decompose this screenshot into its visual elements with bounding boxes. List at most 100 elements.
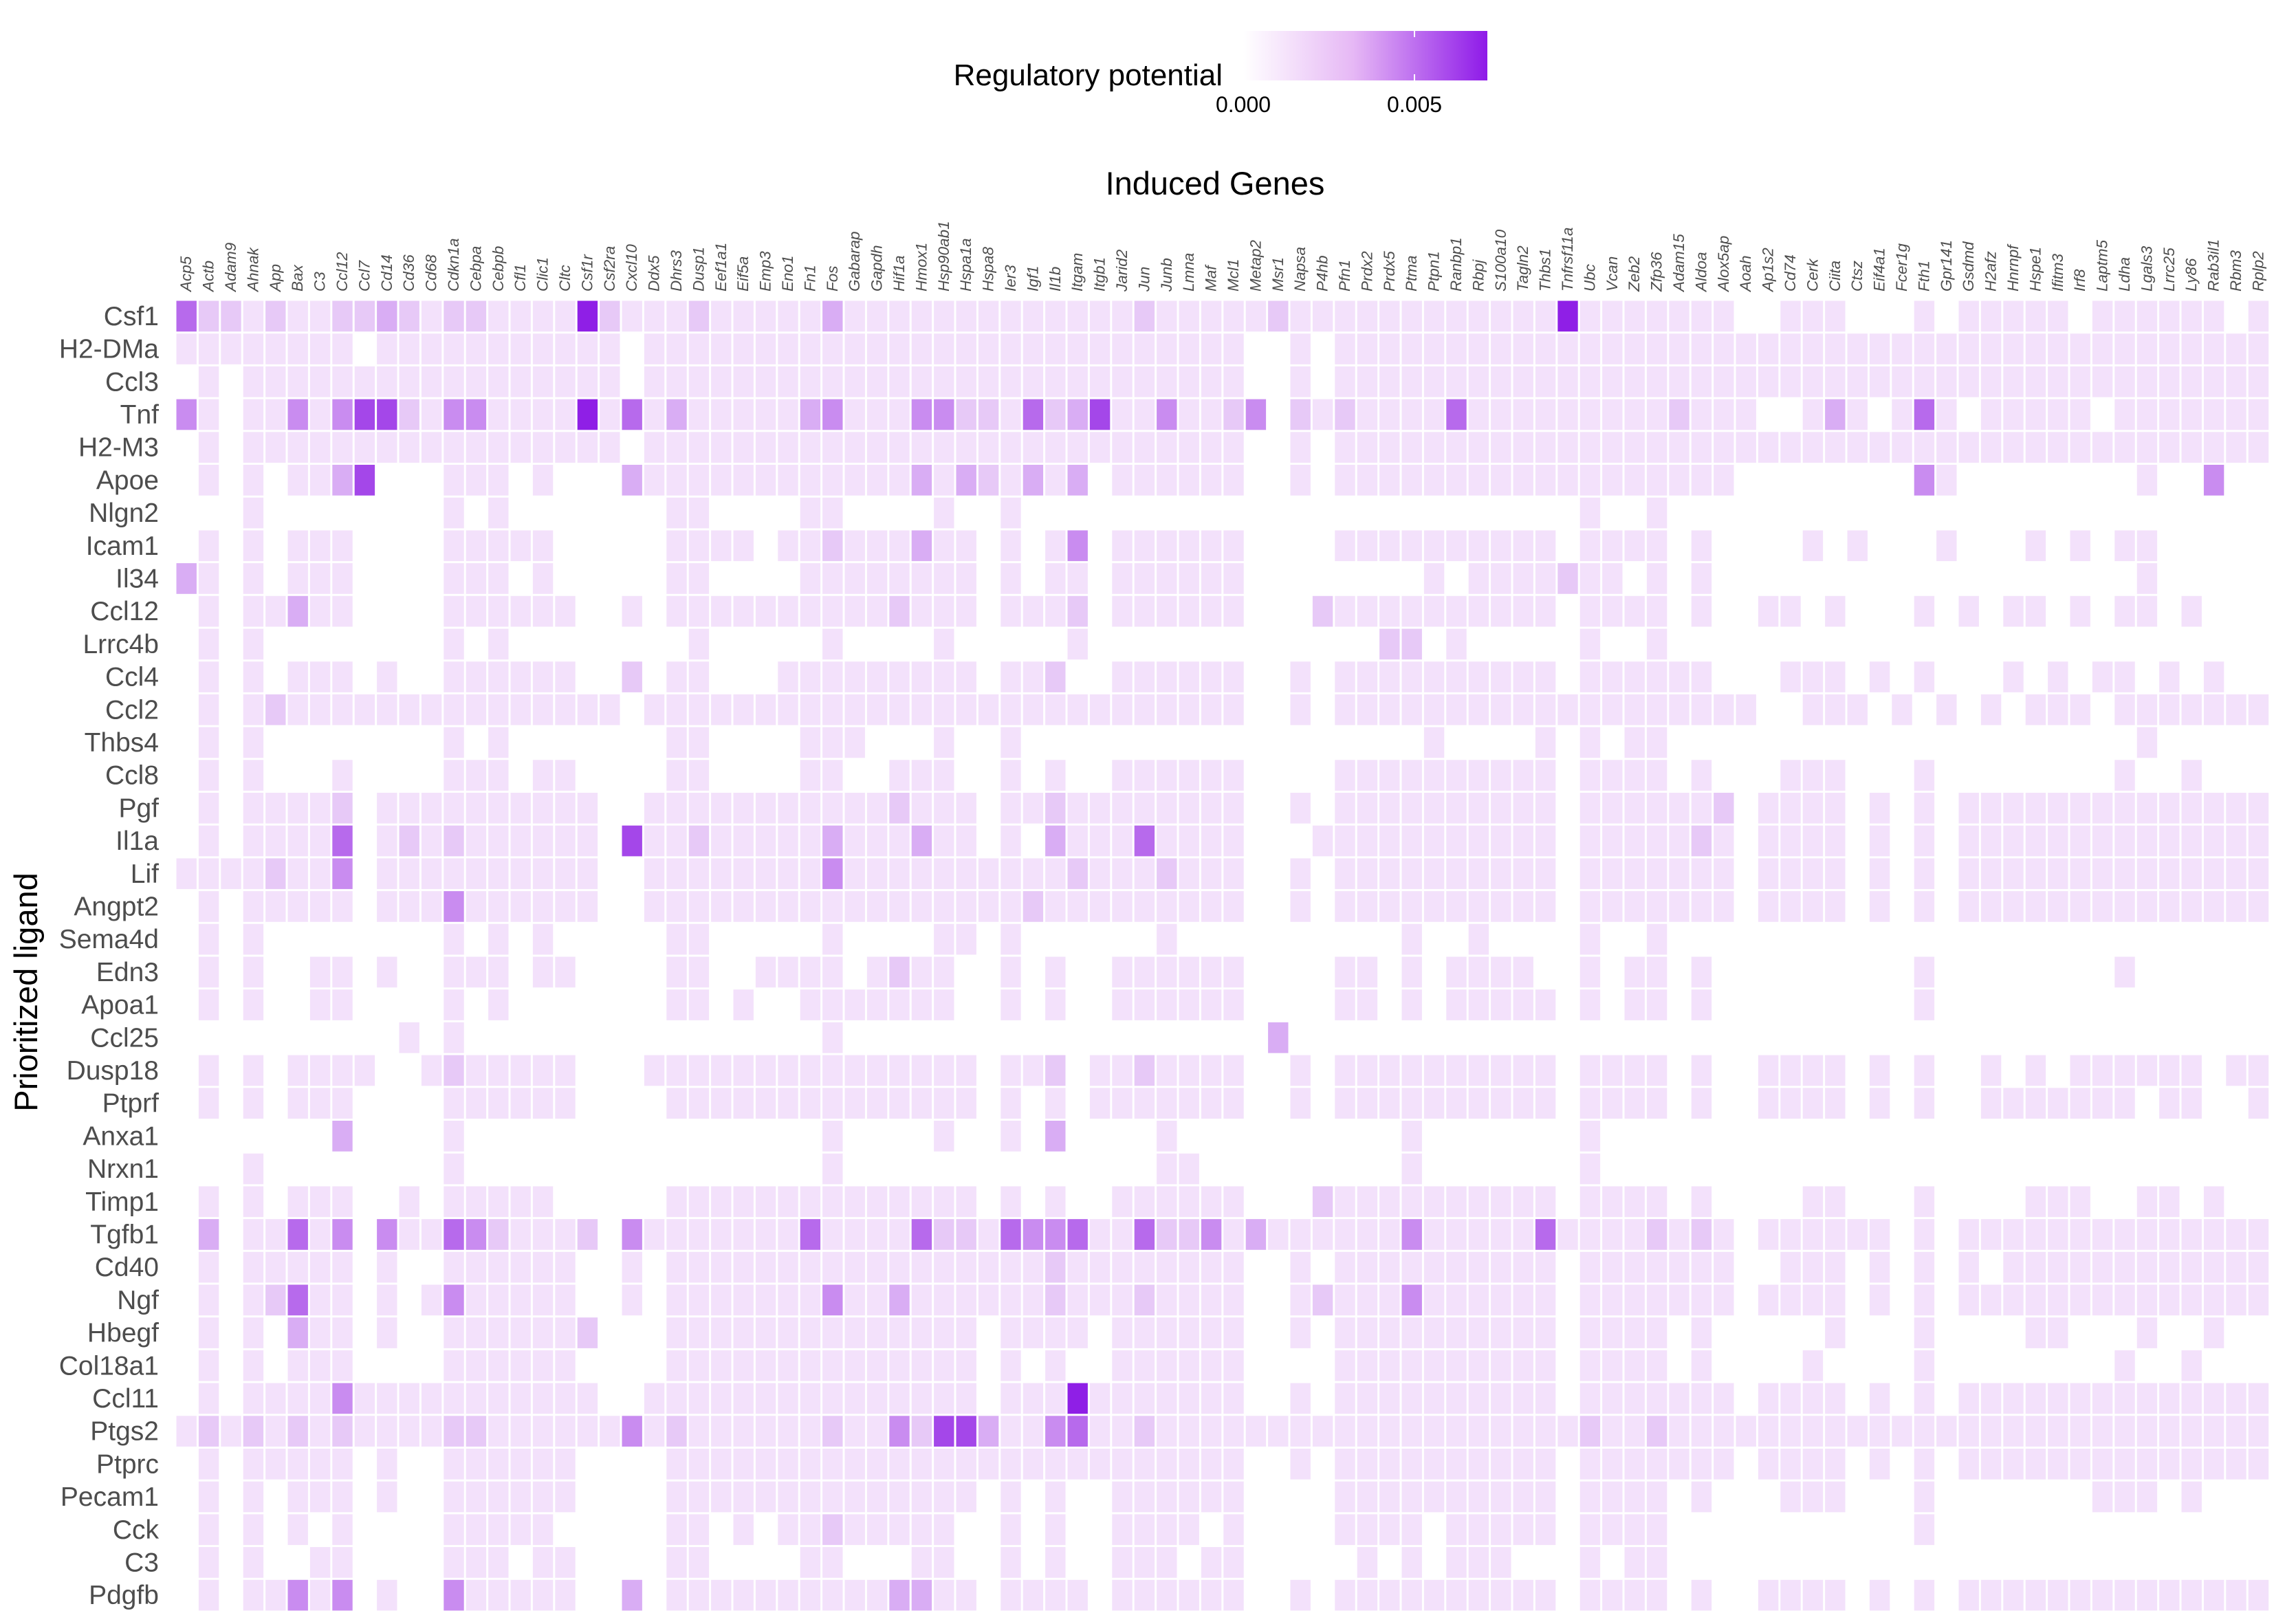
heatmap-cell <box>1134 1416 1155 1447</box>
heatmap-cell <box>2226 793 2246 824</box>
heatmap-cell <box>1691 694 1712 725</box>
heatmap-cell <box>733 1219 754 1250</box>
heatmap-cell <box>399 793 419 824</box>
x-tick-label: Ddx5 <box>646 255 663 292</box>
heatmap-cell <box>2048 793 2068 824</box>
heatmap-cell <box>822 497 843 529</box>
heatmap-cell <box>733 300 754 332</box>
heatmap-cell <box>1446 1350 1467 1381</box>
heatmap-cell <box>1179 366 1199 397</box>
heatmap-cell <box>1780 1284 1801 1316</box>
x-tick-label: Metap2 <box>1247 239 1264 292</box>
heatmap-cell <box>1112 1251 1133 1283</box>
heatmap-cell <box>956 1186 976 1218</box>
heatmap-cell <box>1001 300 1021 332</box>
heatmap-cell <box>1045 530 1066 562</box>
heatmap-cell <box>1067 1449 1088 1480</box>
x-tick-label: Dusp1 <box>690 247 707 292</box>
heatmap-cell <box>2114 694 2135 725</box>
heatmap-cell <box>1602 1383 1623 1414</box>
heatmap-cell <box>1714 333 1734 364</box>
heatmap-cell <box>800 497 821 529</box>
heatmap-cell <box>1802 661 1824 692</box>
heatmap-cell <box>1045 989 1066 1020</box>
heatmap-cell <box>2181 1481 2202 1513</box>
heatmap-cell <box>1958 432 1979 463</box>
heatmap-cell <box>844 825 865 857</box>
heatmap-cell <box>889 432 910 463</box>
heatmap-cell <box>243 1416 264 1447</box>
legend-title: Regulatory potential <box>954 58 1223 92</box>
heatmap-cell <box>711 1055 732 1086</box>
heatmap-cell <box>243 1547 264 1578</box>
heatmap-cell <box>1557 366 1578 397</box>
heatmap-cell <box>466 760 487 791</box>
heatmap-cell <box>287 1350 308 1381</box>
x-tick-label: Zfp36 <box>1648 252 1665 292</box>
legend-colorbar <box>1243 31 1487 80</box>
heatmap-cell <box>1802 1350 1824 1381</box>
heatmap-cell <box>377 825 397 857</box>
heatmap-cell <box>1691 1284 1712 1316</box>
heatmap-cell <box>711 793 732 824</box>
heatmap-cell <box>666 1449 687 1480</box>
heatmap-cell <box>1557 694 1578 725</box>
heatmap-cell <box>2136 595 2158 627</box>
x-tick-label: Adam15 <box>1670 234 1687 293</box>
x-tick-label: P4hb <box>1314 255 1331 292</box>
heatmap-cell <box>1357 1383 1378 1414</box>
heatmap-cell <box>2048 694 2068 725</box>
heatmap-cell <box>1646 432 1668 463</box>
heatmap-cell <box>866 465 888 496</box>
heatmap-cell <box>889 1514 910 1546</box>
heatmap-cell <box>1290 399 1311 430</box>
heatmap-cell <box>844 1383 865 1414</box>
heatmap-cell <box>1869 432 1890 463</box>
heatmap-cell <box>444 1284 464 1316</box>
heatmap-cell <box>800 793 821 824</box>
heatmap-cell <box>1357 1317 1378 1348</box>
heatmap-cell <box>688 858 710 890</box>
heatmap-cell <box>2070 1449 2090 1480</box>
heatmap-cell <box>555 300 576 332</box>
heatmap-cell <box>1669 825 1690 857</box>
heatmap-cell <box>1223 858 1244 890</box>
x-tick-label: Tnfrsf11a <box>1559 228 1576 292</box>
heatmap-cell <box>1067 1284 1088 1316</box>
heatmap-cell <box>1714 858 1734 890</box>
heatmap-cell <box>1157 333 1177 364</box>
heatmap-cell <box>1468 399 1489 430</box>
y-tick-label: Nlgn2 <box>89 498 159 528</box>
heatmap-cell <box>2159 1219 2180 1250</box>
heatmap-cell <box>956 563 976 594</box>
heatmap-cell <box>198 1219 219 1250</box>
heatmap-cell <box>2048 1088 2068 1119</box>
heatmap-cell <box>666 595 687 627</box>
heatmap-cell <box>1579 628 1601 660</box>
heatmap-cell <box>1423 1219 1445 1250</box>
heatmap-cell <box>1157 989 1177 1020</box>
heatmap-cell <box>755 1284 776 1316</box>
heatmap-cell <box>1914 1219 1935 1250</box>
heatmap-cell <box>1134 563 1155 594</box>
heatmap-cell <box>755 891 776 922</box>
heatmap-cell <box>1112 1088 1133 1119</box>
heatmap-cell <box>1624 366 1645 397</box>
heatmap-cell <box>2181 1449 2202 1480</box>
heatmap-cell <box>2248 399 2269 430</box>
heatmap-cell <box>2003 399 2024 430</box>
heatmap-cell <box>399 1416 419 1447</box>
heatmap-cell <box>354 694 375 725</box>
heatmap-cell <box>1089 694 1111 725</box>
heatmap-cell <box>555 1317 576 1348</box>
heatmap-cell <box>822 595 843 627</box>
heatmap-cell <box>377 858 397 890</box>
heatmap-cell <box>1468 1416 1489 1447</box>
heatmap-cell <box>1179 694 1199 725</box>
heatmap-cell <box>510 1416 531 1447</box>
heatmap-cell <box>555 1383 576 1414</box>
heatmap-cell <box>287 465 308 496</box>
heatmap-cell <box>1513 891 1533 922</box>
heatmap-cell <box>666 1251 687 1283</box>
heatmap-cell <box>1290 1251 1311 1283</box>
